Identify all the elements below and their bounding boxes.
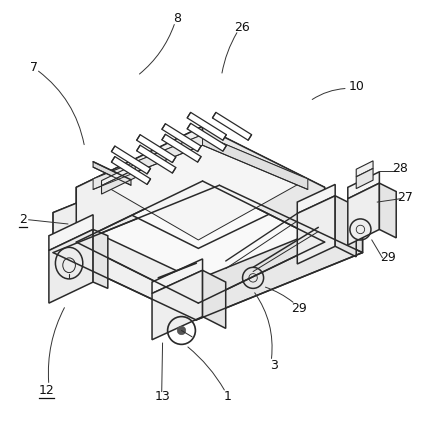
FancyArrowPatch shape xyxy=(48,308,64,382)
Text: 29: 29 xyxy=(380,251,396,264)
Polygon shape xyxy=(348,172,379,199)
Text: 13: 13 xyxy=(155,390,171,403)
Polygon shape xyxy=(53,145,362,280)
Polygon shape xyxy=(219,145,362,253)
Polygon shape xyxy=(49,215,93,250)
Polygon shape xyxy=(202,135,308,189)
Polygon shape xyxy=(348,183,379,245)
Polygon shape xyxy=(93,135,308,240)
Polygon shape xyxy=(187,112,226,140)
FancyArrowPatch shape xyxy=(188,347,224,390)
Polygon shape xyxy=(335,196,356,257)
FancyArrowPatch shape xyxy=(265,287,293,302)
Polygon shape xyxy=(76,126,325,248)
Polygon shape xyxy=(93,135,202,189)
Polygon shape xyxy=(213,112,252,140)
Text: 2: 2 xyxy=(19,213,27,226)
Text: 3: 3 xyxy=(270,359,278,372)
Polygon shape xyxy=(297,196,335,264)
Polygon shape xyxy=(53,145,219,253)
Polygon shape xyxy=(93,162,131,185)
Circle shape xyxy=(177,326,186,335)
Polygon shape xyxy=(136,135,176,163)
Polygon shape xyxy=(152,259,202,293)
Text: 10: 10 xyxy=(348,80,364,93)
Text: 1: 1 xyxy=(224,390,232,403)
Polygon shape xyxy=(198,187,325,303)
Polygon shape xyxy=(356,168,373,189)
Polygon shape xyxy=(111,146,151,174)
FancyArrowPatch shape xyxy=(255,293,272,358)
Polygon shape xyxy=(49,229,93,303)
Polygon shape xyxy=(136,145,176,173)
Text: 7: 7 xyxy=(30,61,38,74)
Polygon shape xyxy=(93,229,108,288)
Polygon shape xyxy=(202,126,325,242)
Polygon shape xyxy=(101,164,135,186)
Polygon shape xyxy=(53,213,196,320)
Text: 12: 12 xyxy=(39,384,54,397)
Text: 27: 27 xyxy=(396,192,412,204)
FancyArrowPatch shape xyxy=(140,24,174,74)
Polygon shape xyxy=(356,161,373,177)
Polygon shape xyxy=(187,123,226,151)
Polygon shape xyxy=(196,213,362,320)
Polygon shape xyxy=(76,187,198,303)
FancyArrowPatch shape xyxy=(312,88,345,99)
Polygon shape xyxy=(101,169,135,194)
Polygon shape xyxy=(111,157,151,184)
FancyArrowPatch shape xyxy=(222,33,237,73)
Text: 28: 28 xyxy=(392,162,408,175)
Polygon shape xyxy=(162,124,201,152)
Text: 8: 8 xyxy=(173,13,181,25)
Polygon shape xyxy=(379,183,396,238)
Text: 29: 29 xyxy=(291,302,307,314)
Text: 26: 26 xyxy=(234,21,249,34)
Polygon shape xyxy=(76,126,202,242)
Polygon shape xyxy=(297,184,335,213)
Polygon shape xyxy=(152,270,202,340)
Polygon shape xyxy=(162,134,201,162)
FancyArrowPatch shape xyxy=(39,71,84,145)
Polygon shape xyxy=(202,270,226,328)
